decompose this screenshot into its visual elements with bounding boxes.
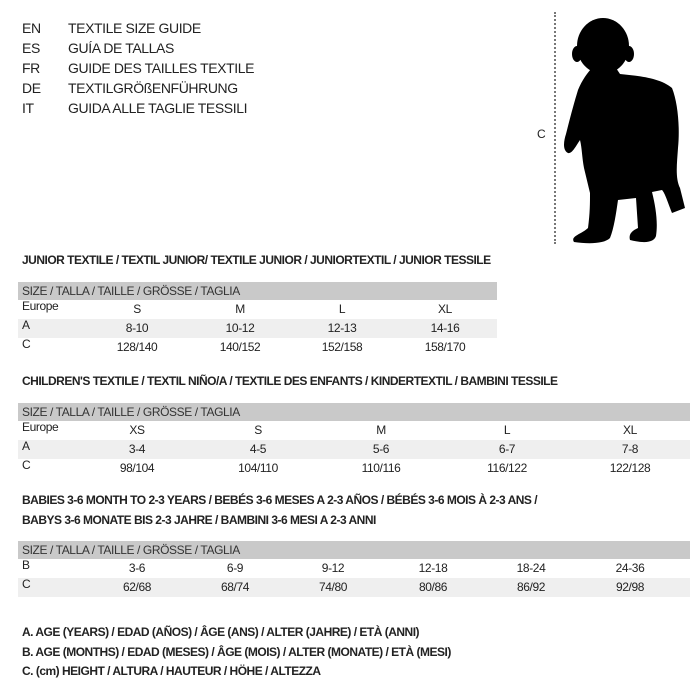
table-cell: 7-8: [621, 442, 639, 456]
legend-b: B. AGE (MONTHS) / EDAD (MESES) / ÂGE (MO…: [22, 644, 451, 659]
section-title: CHILDREN'S TEXTILE / TEXTIL NIÑO/A / TEX…: [22, 371, 558, 391]
row-label: A: [22, 439, 30, 453]
language-title: TEXTILGRÖßENFÜHRUNG: [68, 80, 238, 96]
table-cell: 6-7: [498, 442, 516, 456]
table-cell: 116/122: [487, 461, 527, 475]
table-row: C 128/140 140/152 152/158 158/170: [18, 337, 497, 357]
table-row: A 8-10 10-12 12-13 14-16: [18, 318, 497, 338]
language-title: TEXTILE SIZE GUIDE: [68, 20, 201, 36]
table-cell: L: [338, 302, 346, 316]
table-header: SIZE / TALLA / TAILLE / GRÖSSE / TAGLIA: [18, 282, 497, 300]
language-row: IT GUIDA ALLE TAGLIE TESSILI: [22, 100, 247, 116]
language-title: GUIDE DES TAILLES TEXTILE: [68, 60, 255, 76]
section-title-line: BABYS 3-6 MONATE BIS 2-3 JAHRE / BAMBINI…: [22, 513, 376, 527]
legend-c: C. (cm) HEIGHT / ALTURA / HAUTEUR / HÖHE…: [22, 664, 321, 678]
table-cell: 14-16: [430, 321, 460, 335]
table-cell: 104/110: [238, 461, 278, 475]
height-measure-line: [554, 12, 556, 244]
table-cell: 152/158: [321, 340, 363, 354]
table-cell: M: [235, 302, 245, 316]
table-cell: S: [133, 302, 141, 316]
table-row: A 3-4 4-5 5-6 6-7 7-8: [18, 439, 690, 459]
child-silhouette-icon: [564, 18, 685, 244]
section-title-line: JUNIOR TEXTILE / TEXTIL JUNIOR/ TEXTILE …: [22, 253, 491, 267]
height-marker-label: C: [537, 127, 546, 141]
language-code: IT: [22, 100, 34, 116]
table-cell: 80/86: [418, 580, 448, 594]
table-row: B 3-6 6-9 9-12 12-18 18-24 24-36: [18, 558, 690, 578]
table-cell: 86/92: [516, 580, 546, 594]
table-row: Europe XS S M L XL: [18, 420, 690, 440]
table-cell: 10-12: [225, 321, 255, 335]
table-cell: 8-10: [125, 321, 149, 335]
table-row: Europe S M L XL: [18, 299, 497, 319]
table-cell: 122/128: [609, 461, 651, 475]
language-row: FR GUIDE DES TAILLES TEXTILE: [22, 60, 254, 76]
table-cell: 74/80: [318, 580, 348, 594]
table-cell: 128/140: [116, 340, 158, 354]
table-cell: 18-24: [516, 561, 546, 575]
language-code: EN: [22, 20, 41, 36]
language-row: ES GUÍA DE TALLAS: [22, 40, 174, 56]
table-row: C 98/104 104/110 110/116 116/122 122/128: [18, 458, 690, 478]
table-cell: 3-4: [128, 442, 146, 456]
table-cell: 9-12: [321, 561, 345, 575]
row-label: B: [22, 558, 30, 572]
table-cell: 158/170: [424, 340, 466, 354]
table-row: C 62/68 68/74 74/80 80/86 86/92 92/98: [18, 577, 690, 597]
table-cell: 12-13: [327, 321, 357, 335]
table-cell: 92/98: [615, 580, 645, 594]
language-code: DE: [22, 80, 41, 96]
table-cell: L: [503, 423, 511, 437]
language-row: EN TEXTILE SIZE GUIDE: [22, 20, 201, 36]
row-label: A: [22, 318, 30, 332]
table-cell: XL: [623, 423, 637, 437]
legend-notes: A. AGE (YEARS) / EDAD (AÑOS) / ÂGE (ANS)…: [22, 623, 451, 682]
table-header: SIZE / TALLA / TAILLE / GRÖSSE / TAGLIA: [18, 403, 690, 421]
table-cell: 140/152: [219, 340, 261, 354]
table-cell: 12-18: [418, 561, 448, 575]
language-row: DE TEXTILGRÖßENFÜHRUNG: [22, 80, 238, 96]
table-cell: 4-5: [249, 442, 267, 456]
table-header: SIZE / TALLA / TAILLE / GRÖSSE / TAGLIA: [18, 541, 690, 559]
table-cell: XS: [129, 423, 145, 437]
language-title: GUÍA DE TALLAS: [68, 40, 174, 56]
size-table: SIZE / TALLA / TAILLE / GRÖSSE / TAGLIA E…: [18, 282, 497, 357]
legend-a: A. AGE (YEARS) / EDAD (AÑOS) / ÂGE (ANS)…: [22, 625, 420, 639]
size-table: SIZE / TALLA / TAILLE / GRÖSSE / TAGLIA E…: [18, 403, 690, 478]
row-label: Europe: [22, 299, 59, 313]
language-code: ES: [22, 40, 40, 56]
language-code: FR: [22, 60, 40, 76]
section-title: JUNIOR TEXTILE / TEXTIL JUNIOR/ TEXTILE …: [22, 250, 491, 270]
row-label: C: [22, 458, 31, 472]
table-cell: 6-9: [226, 561, 244, 575]
section-title: BABIES 3-6 MONTH TO 2-3 YEARS / BEBÉS 3-…: [22, 490, 538, 530]
row-label: Europe: [22, 420, 59, 434]
table-cell: 3-6: [128, 561, 146, 575]
language-title: GUIDA ALLE TAGLIE TESSILI: [68, 100, 248, 116]
table-cell: 98/104: [119, 461, 155, 475]
size-table: SIZE / TALLA / TAILLE / GRÖSSE / TAGLIA B…: [18, 541, 690, 597]
table-cell: 110/116: [361, 461, 401, 475]
row-label: C: [22, 337, 31, 351]
row-label: C: [22, 577, 31, 591]
table-cell: 5-6: [372, 442, 390, 456]
table-cell: 68/74: [220, 580, 250, 594]
table-cell: 62/68: [122, 580, 152, 594]
table-cell: S: [254, 423, 262, 437]
section-title-line: CHILDREN'S TEXTILE / TEXTIL NIÑO/A / TEX…: [22, 374, 558, 388]
table-cell: M: [376, 423, 386, 437]
table-cell: 24-36: [615, 561, 645, 575]
section-title-line: BABIES 3-6 MONTH TO 2-3 YEARS / BEBÉS 3-…: [22, 493, 538, 507]
table-cell: XL: [438, 302, 452, 316]
